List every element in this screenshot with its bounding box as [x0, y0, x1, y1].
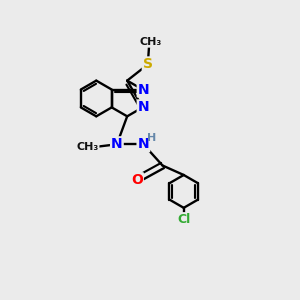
- Text: O: O: [131, 173, 143, 187]
- Text: Cl: Cl: [177, 213, 190, 226]
- Text: S: S: [143, 57, 153, 71]
- Text: N: N: [138, 137, 149, 151]
- Text: CH₃: CH₃: [76, 142, 99, 152]
- Text: H: H: [147, 133, 156, 143]
- Text: N: N: [111, 137, 123, 151]
- Text: CH₃: CH₃: [140, 37, 162, 47]
- Text: N: N: [138, 82, 149, 97]
- Text: N: N: [138, 100, 149, 114]
